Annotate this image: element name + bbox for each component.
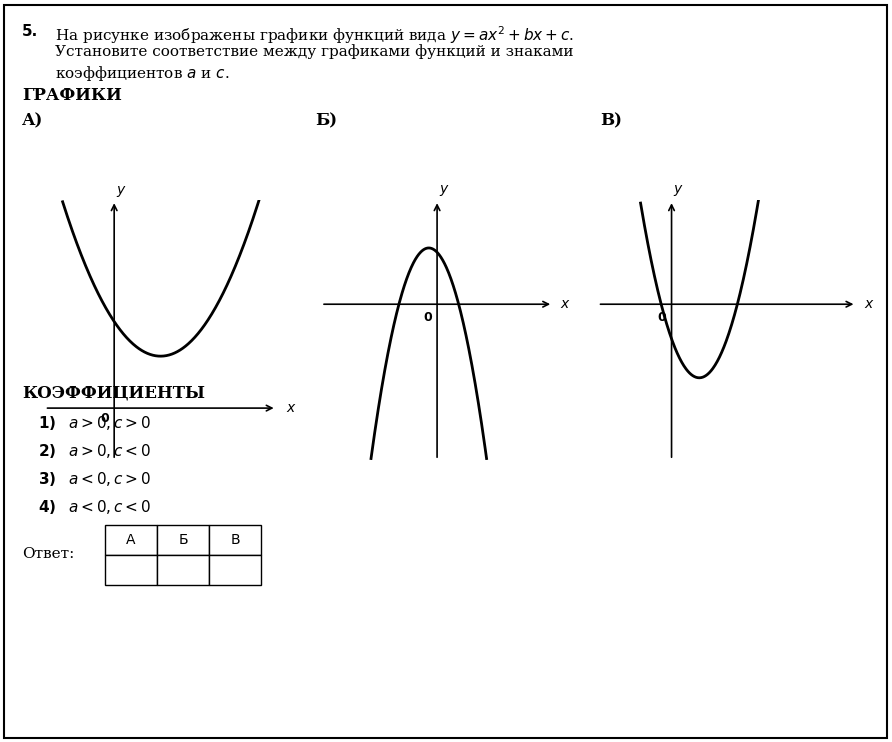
Text: В: В [230, 533, 240, 547]
Bar [209, 525, 261, 555]
Text: $y$: $y$ [439, 183, 450, 198]
Text: Б): Б) [315, 112, 337, 129]
Text: $a < 0, c > 0$: $a < 0, c > 0$ [68, 470, 152, 488]
Text: На рисунке изображены графики функций вида $y = ax^2 + bx + c$.: На рисунке изображены графики функций ви… [55, 24, 574, 46]
Text: ГРАФИКИ: ГРАФИКИ [22, 87, 122, 104]
Bar [157, 525, 209, 555]
Text: $\mathbf{3)}$: $\mathbf{3)}$ [38, 470, 56, 488]
Text: коэффициентов $a$ и $c$.: коэффициентов $a$ и $c$. [55, 64, 229, 83]
Text: $x$: $x$ [559, 298, 570, 311]
Bar [209, 555, 261, 585]
Text: $x$: $x$ [863, 298, 874, 311]
Text: 5.: 5. [22, 24, 38, 39]
Text: $y$: $y$ [116, 184, 127, 199]
Text: А): А) [22, 112, 44, 129]
Text: $\mathbf{1)}$: $\mathbf{1)}$ [38, 414, 56, 432]
Bar [105, 525, 157, 555]
Text: 0: 0 [424, 311, 432, 324]
Text: Ответ:: Ответ: [22, 547, 74, 561]
Text: КОЭФФИЦИЕНТЫ: КОЭФФИЦИЕНТЫ [22, 384, 205, 401]
Text: Установите соответствие между графиками функций и знаками: Установите соответствие между графиками … [55, 44, 574, 59]
Text: Б: Б [178, 533, 188, 547]
Text: В): В) [600, 112, 622, 129]
Text: $\mathbf{4)}$: $\mathbf{4)}$ [38, 498, 56, 516]
Text: $a > 0, c < 0$: $a > 0, c < 0$ [68, 442, 152, 460]
Text: $a < 0, c < 0$: $a < 0, c < 0$ [68, 498, 152, 516]
Text: $y$: $y$ [673, 183, 684, 198]
Text: $\mathbf{2)}$: $\mathbf{2)}$ [38, 442, 56, 460]
Bar [157, 555, 209, 585]
Text: А: А [127, 533, 136, 547]
Bar [105, 555, 157, 585]
Text: 0: 0 [101, 413, 110, 425]
Text: $a > 0, c > 0$: $a > 0, c > 0$ [68, 414, 152, 432]
Text: $x$: $x$ [285, 401, 296, 415]
Text: 0: 0 [657, 311, 666, 324]
